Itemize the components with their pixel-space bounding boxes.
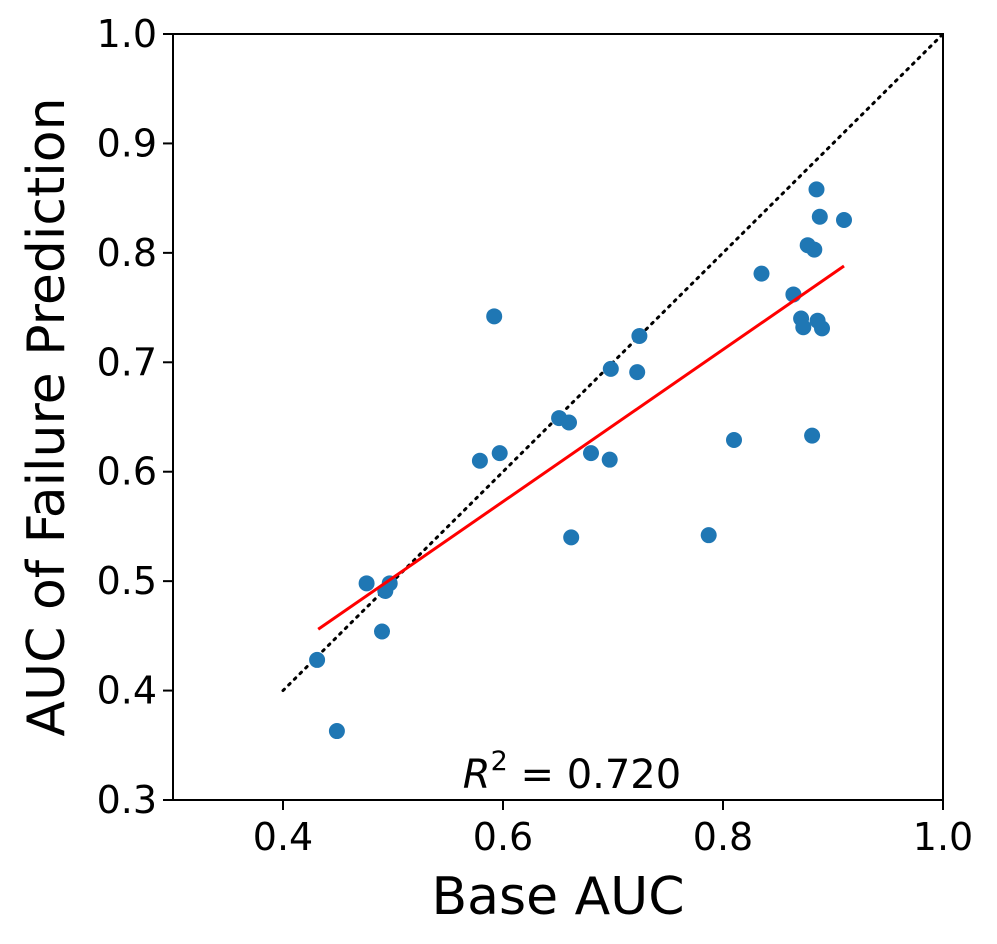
data-point-29 bbox=[814, 320, 830, 337]
data-point-13 bbox=[601, 451, 618, 468]
data-point-5 bbox=[381, 575, 398, 592]
data-point-3 bbox=[374, 623, 390, 640]
data-point-2 bbox=[358, 575, 375, 592]
data-point-24 bbox=[804, 427, 821, 444]
x-tick-label-1: 0.6 bbox=[473, 815, 533, 859]
y-tick-label-7: 1.0 bbox=[97, 12, 157, 56]
data-point-11 bbox=[563, 529, 580, 546]
data-point-7 bbox=[486, 308, 503, 325]
data-point-14 bbox=[602, 360, 619, 377]
data-point-16 bbox=[631, 328, 648, 345]
y-tick-label-5: 0.8 bbox=[97, 231, 157, 275]
axis-ticks: 0.4 0.6 0.8 1.0 0.3 0.4 0.5 0.6 0.7 0.8 0.9 1.0 bbox=[97, 12, 974, 859]
r-symbol: R bbox=[463, 752, 491, 798]
x-tick-label-0: 0.4 bbox=[253, 815, 313, 859]
data-point-22 bbox=[795, 319, 812, 336]
x-tick-label-3: 1.0 bbox=[913, 815, 973, 859]
data-point-26 bbox=[808, 181, 825, 198]
x-axis-label: Base AUC bbox=[431, 867, 684, 927]
data-point-30 bbox=[836, 212, 852, 229]
plot-area bbox=[281, 32, 945, 740]
data-point-15 bbox=[629, 364, 646, 381]
data-point-1 bbox=[328, 723, 345, 740]
data-point-12 bbox=[583, 445, 599, 462]
y-tick-label-6: 0.9 bbox=[97, 121, 157, 165]
data-point-6 bbox=[471, 452, 488, 469]
data-point-25 bbox=[806, 241, 823, 258]
plot-frame bbox=[172, 33, 944, 801]
y-tick-label-3: 0.6 bbox=[97, 450, 157, 494]
y-tick-label-0: 0.3 bbox=[97, 778, 157, 822]
r-exponent: 2 bbox=[491, 746, 508, 777]
y-tick-label-1: 0.4 bbox=[97, 669, 157, 713]
regression-fit-line bbox=[317, 264, 845, 631]
data-point-28 bbox=[811, 208, 828, 225]
y-tick-label-2: 0.5 bbox=[97, 559, 157, 603]
r-squared-annotation: R2 = 0.720 bbox=[463, 746, 681, 798]
data-point-18 bbox=[726, 431, 742, 448]
r-value: = 0.720 bbox=[508, 752, 681, 798]
y-tick-label-4: 0.7 bbox=[97, 340, 157, 384]
data-point-17 bbox=[700, 527, 717, 544]
data-point-8 bbox=[491, 445, 508, 462]
y-axis-label: AUC of Failure Prediction bbox=[17, 97, 77, 736]
x-tick-label-2: 0.8 bbox=[693, 815, 753, 859]
data-point-0 bbox=[309, 651, 326, 668]
data-point-19 bbox=[753, 265, 770, 282]
data-point-10 bbox=[561, 414, 577, 431]
